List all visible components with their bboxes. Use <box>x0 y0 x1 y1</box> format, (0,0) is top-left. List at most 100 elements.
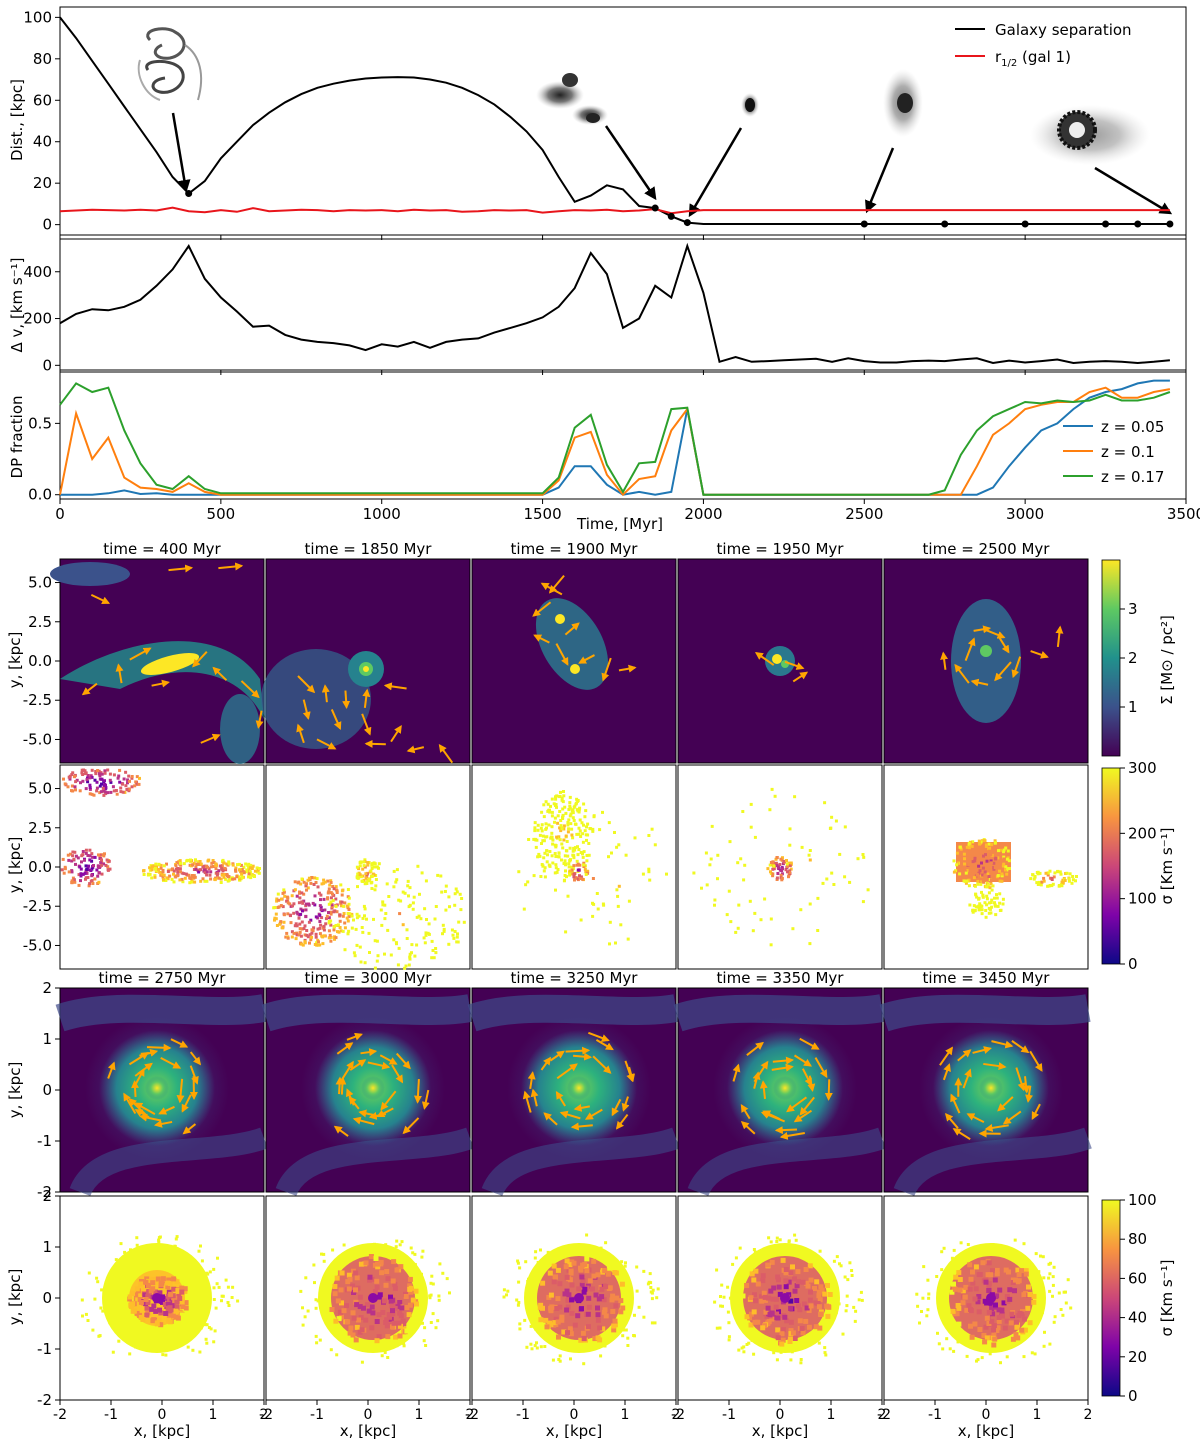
dispersion-cell <box>218 864 222 868</box>
velocity-arrow <box>160 1056 182 1069</box>
dispersion-cell <box>1038 880 1041 884</box>
dispersion-cell <box>803 1267 809 1272</box>
dispersion-cell <box>138 1299 144 1305</box>
dispersion-cell <box>135 775 139 779</box>
dispersion-cell <box>172 872 175 876</box>
dispersion-cell <box>1070 881 1074 885</box>
dispersion-cell <box>653 843 657 847</box>
dispersion-cell <box>293 888 297 892</box>
dispersion-cell <box>591 829 595 833</box>
dispersion-cell <box>1007 1287 1013 1293</box>
dispersion-cell <box>959 1241 963 1245</box>
dispersion-cell <box>212 861 216 864</box>
dispersion-cell <box>748 1311 754 1317</box>
dispersion-cell <box>607 821 611 825</box>
dispersion-cell <box>90 768 94 772</box>
dispersion-cell <box>157 1307 162 1313</box>
dispersion-cell <box>67 775 71 779</box>
dispersion-cell <box>373 966 377 970</box>
dispersion-cell <box>1056 869 1060 873</box>
dispersion-cell <box>983 839 987 843</box>
dispersion-cell <box>135 782 139 786</box>
dispersion-cell <box>333 937 336 941</box>
dispersion-cell <box>983 901 987 905</box>
dispersion-cell <box>779 1331 785 1337</box>
dispersion-cell <box>454 887 458 891</box>
dispersion-cell <box>552 1320 558 1326</box>
dispersion-cell <box>398 912 402 916</box>
dispersion-cell <box>935 1275 939 1278</box>
x-tick-label: 500 <box>207 505 236 523</box>
dispersion-cell <box>399 899 403 903</box>
y-tick-label: -5.0 <box>23 936 52 954</box>
dispersion-cell <box>289 921 293 925</box>
dispersion-cell <box>88 787 92 791</box>
dispersion-cell <box>389 953 393 957</box>
dispersion-cell <box>219 881 223 884</box>
dispersion-cell <box>545 860 549 864</box>
dispersion-cell <box>994 913 998 917</box>
dispersion-cell <box>984 1315 990 1321</box>
dispersion-cell <box>386 928 390 932</box>
velocity-arrow <box>1029 1050 1043 1072</box>
dispersion-cell <box>556 821 560 825</box>
dispersion-cell <box>1029 877 1033 881</box>
velocity-arrow <box>762 1110 781 1121</box>
dispersion-cell <box>564 849 568 853</box>
dispersion-cell <box>993 857 997 861</box>
dispersion-cell <box>74 780 78 784</box>
dispersion-cell <box>179 1289 185 1295</box>
dispersion-cell <box>130 785 134 789</box>
dispersion-cell <box>249 876 253 880</box>
dispersion-cell <box>968 903 972 907</box>
dispersion-cell <box>350 914 354 918</box>
velocity-arrow <box>824 1079 833 1101</box>
dispersion-cell <box>100 858 103 862</box>
panel-title-early: time = 400 Myr <box>103 540 221 558</box>
dispersion-cell <box>97 871 101 875</box>
dispersion-cell <box>108 772 112 776</box>
dispersion-cell <box>214 862 218 866</box>
dispersion-cell <box>80 771 84 775</box>
dispersion-cell <box>127 787 131 791</box>
dispersion-cell <box>87 884 91 888</box>
dispersion-cell <box>973 859 977 863</box>
dispersion-cell <box>462 920 466 924</box>
dispersion-cell <box>81 773 85 776</box>
series-line-0 <box>59 242 1170 365</box>
dispersion-cell <box>347 896 351 900</box>
dispersion-cell <box>137 782 141 786</box>
dispersion-cell <box>95 789 99 793</box>
dispersion-cell <box>991 1323 997 1329</box>
dispersion-cell <box>989 870 993 874</box>
dispersion-cell <box>238 877 242 881</box>
dispersion-cell <box>106 791 110 795</box>
dispersion-cell <box>573 846 577 850</box>
dispersion-cell <box>577 848 581 851</box>
dispersion-cell <box>297 916 301 920</box>
dispersion-cell <box>838 852 842 856</box>
velocity-arrow <box>151 679 170 688</box>
dispersion-cell <box>158 1280 164 1286</box>
dispersion-cell <box>373 939 377 943</box>
dispersion-cell <box>981 895 985 899</box>
dispersion-cell <box>346 932 350 936</box>
dispersion-cell <box>249 866 252 870</box>
dispersion-cell <box>950 1308 956 1314</box>
dispersion-cell <box>404 964 408 968</box>
dispersion-cell <box>550 810 554 814</box>
velocity-arrow <box>123 1092 137 1114</box>
dispersion-cell <box>860 1298 864 1302</box>
dispersion-cell <box>576 845 579 849</box>
dispersion-cell <box>980 1260 986 1266</box>
dispersion-cell <box>572 875 576 879</box>
dispersion-cell <box>743 863 747 867</box>
dispersion-cell <box>198 1350 202 1354</box>
dispersion-cell <box>559 829 563 833</box>
dispersion-cell <box>762 1297 768 1303</box>
dispersion-cell <box>453 892 457 896</box>
dp-plot-frame <box>59 371 1187 500</box>
dispersion-cell <box>209 870 213 874</box>
dispersion-cell <box>297 880 301 884</box>
